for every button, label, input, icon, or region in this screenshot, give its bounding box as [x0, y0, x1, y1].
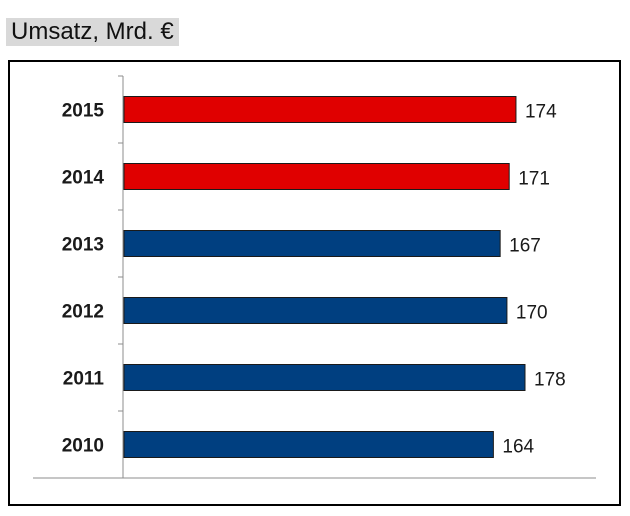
chart-title-box: Umsatz, Mrd. € — [6, 18, 179, 46]
category-label-2013: 2013 — [62, 235, 104, 256]
bar-2013 — [123, 230, 501, 257]
bar-2014 — [123, 163, 510, 190]
category-label-2012: 2012 — [62, 302, 104, 323]
data-label-2011: 178 — [534, 370, 566, 391]
data-label-2015: 174 — [525, 102, 557, 123]
bar-2010 — [123, 431, 494, 458]
bar-2012 — [123, 297, 508, 324]
bar-2015 — [123, 96, 517, 123]
category-label-2015: 2015 — [62, 101, 105, 122]
category-label-2014: 2014 — [62, 168, 105, 189]
data-label-2014: 171 — [518, 169, 550, 190]
data-label-2010: 164 — [502, 437, 534, 458]
data-label-2012: 170 — [516, 303, 548, 324]
bar-2011 — [123, 364, 526, 391]
data-label-2013: 167 — [509, 236, 541, 257]
chart-title: Umsatz, Mrd. € — [11, 18, 174, 45]
category-label-2010: 2010 — [62, 436, 104, 457]
category-label-2011: 2011 — [63, 369, 105, 390]
